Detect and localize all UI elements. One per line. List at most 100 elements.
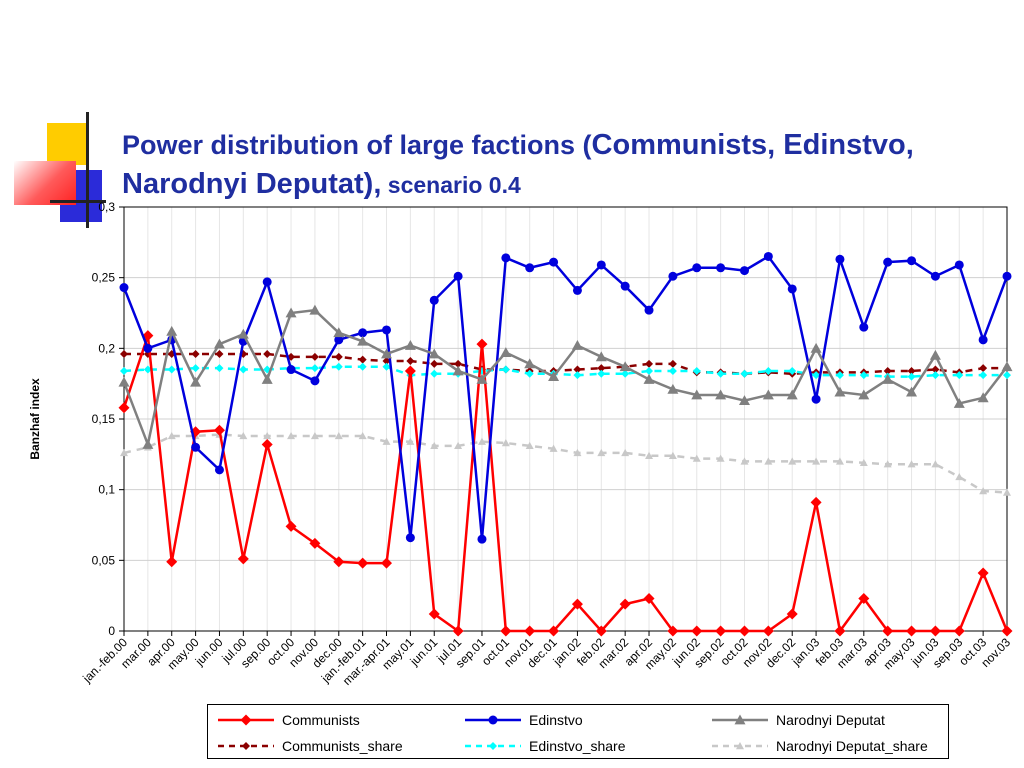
data-point-communists: [333, 556, 345, 568]
data-point-communists-share: [573, 365, 582, 374]
data-point-edinstvo-share: [358, 362, 367, 371]
series-line-narodnyi-deputat-share: [123, 433, 1008, 494]
data-point-edinstvo-share: [120, 366, 128, 375]
data-point-communists: [476, 338, 488, 350]
series-line-communists-share: [124, 352, 1007, 376]
data-point-narodnyi-deputat: [1001, 361, 1013, 372]
legend-label: Communists_share: [282, 738, 403, 754]
slide-title: Power distribution of large factions (Co…: [122, 128, 1012, 206]
data-point-narodnyi-deputat: [357, 335, 369, 346]
y-tick-label: 0,05: [92, 553, 116, 567]
legend-item-communists-share: Communists_share: [216, 736, 403, 756]
data-point-narodnyi-deputat: [810, 342, 822, 353]
data-point-edinstvo: [262, 277, 272, 287]
data-point-narodnyi-deputat: [858, 389, 870, 400]
data-point-communists-share: [120, 349, 128, 358]
data-point-communists: [786, 608, 798, 620]
data-point-edinstvo-share: [812, 371, 821, 380]
data-point-communists: [906, 625, 918, 637]
data-point-communists-share: [883, 366, 892, 375]
data-point-communists: [595, 625, 607, 637]
data-point-communists: [929, 625, 941, 637]
data-point-communists: [882, 625, 894, 637]
data-point-edinstvo: [620, 281, 630, 291]
data-point-edinstvo-share: [645, 366, 654, 375]
data-point-narodnyi-deputat-share: [859, 458, 868, 467]
data-point-communists: [285, 520, 297, 532]
data-point-communists-share: [454, 359, 463, 368]
series-line-communists: [122, 335, 1009, 635]
legend-marker: [489, 742, 497, 750]
data-point-narodnyi-deputat-share: [287, 431, 296, 440]
decoration-red-square: [14, 161, 76, 205]
data-point-edinstvo-share: [668, 366, 677, 375]
legend-label: Edinstvo: [529, 712, 583, 728]
series-line-narodnyi-deputat: [122, 308, 1008, 449]
data-point-narodnyi-deputat: [762, 389, 774, 400]
data-point-edinstvo-share: [143, 365, 152, 374]
legend-swatch-communists-share: [218, 742, 274, 750]
data-point-edinstvo: [119, 283, 129, 293]
data-point-communists: [500, 625, 512, 637]
legend-item-narodnyi-deputat: Narodnyi Deputat: [710, 710, 885, 730]
data-point-edinstvo-share: [907, 372, 916, 381]
data-point-narodnyi-deputat: [977, 392, 989, 403]
legend-swatch-edinstvo: [465, 715, 521, 725]
data-point-communists: [667, 625, 679, 637]
data-point-edinstvo: [429, 295, 439, 305]
data-point-edinstvo-share: [859, 371, 868, 380]
data-point-communists-share: [430, 359, 439, 368]
data-point-edinstvo-share: [501, 365, 510, 374]
data-point-edinstvo-share: [788, 366, 797, 375]
data-point-edinstvo-share: [430, 369, 439, 378]
legend-item-edinstvo: Edinstvo: [463, 710, 583, 730]
data-point-edinstvo: [787, 284, 797, 294]
data-point-communists-share: [334, 352, 343, 361]
data-point-communists-share: [191, 349, 200, 358]
data-point-edinstvo: [191, 442, 201, 452]
data-point-edinstvo-share: [191, 364, 200, 373]
data-point-communists-share: [907, 366, 916, 375]
data-point-narodnyi-deputat-share: [1003, 488, 1011, 496]
data-point-communists: [166, 556, 178, 568]
data-point-communists: [977, 567, 989, 579]
data-point-edinstvo-share: [621, 369, 630, 378]
data-point-edinstvo: [907, 256, 917, 266]
data-point-edinstvo-share: [525, 369, 534, 378]
legend-marker: [242, 742, 250, 750]
data-point-narodnyi-deputat: [786, 389, 798, 400]
data-point-narodnyi-deputat-share: [716, 454, 725, 462]
legend-label: Communists: [282, 712, 360, 728]
data-point-communists: [810, 496, 822, 508]
data-point-narodnyi-deputat-share: [525, 441, 534, 450]
legend-item-communists: Communists: [216, 710, 360, 730]
data-point-narodnyi-deputat-share: [406, 437, 415, 445]
data-point-narodnyi-deputat: [548, 371, 560, 381]
data-point-edinstvo: [477, 534, 487, 544]
data-point-narodnyi-deputat-share: [835, 457, 844, 465]
data-point-communists: [1001, 625, 1013, 637]
data-point-edinstvo: [1002, 271, 1012, 281]
decoration-yellow-square: [47, 123, 89, 165]
x-tick-label: jun.01: [407, 635, 441, 669]
data-point-communists: [953, 625, 965, 637]
data-point-narodnyi-deputat: [118, 376, 130, 387]
data-point-communists-share: [310, 352, 319, 361]
data-point-edinstvo-share: [573, 371, 582, 380]
data-point-edinstvo: [286, 365, 296, 375]
data-point-narodnyi-deputat-share: [573, 448, 582, 457]
data-point-narodnyi-deputat-share: [382, 437, 391, 445]
legend-item-edinstvo-share: Edinstvo_share: [463, 736, 626, 756]
data-point-narodnyi-deputat: [571, 340, 583, 350]
data-point-communists: [381, 557, 393, 569]
data-point-communists-share: [979, 364, 988, 373]
data-point-edinstvo-share: [764, 366, 773, 375]
data-point-edinstvo-share: [167, 365, 176, 374]
data-point-narodnyi-deputat-share: [549, 444, 558, 452]
data-point-communists-share: [668, 359, 677, 368]
data-point-narodnyi-deputat: [333, 327, 345, 338]
data-point-edinstvo-share: [835, 371, 844, 380]
data-point-communists: [619, 598, 631, 610]
data-point-edinstvo-share: [334, 362, 343, 371]
data-point-edinstvo-share: [931, 371, 940, 380]
